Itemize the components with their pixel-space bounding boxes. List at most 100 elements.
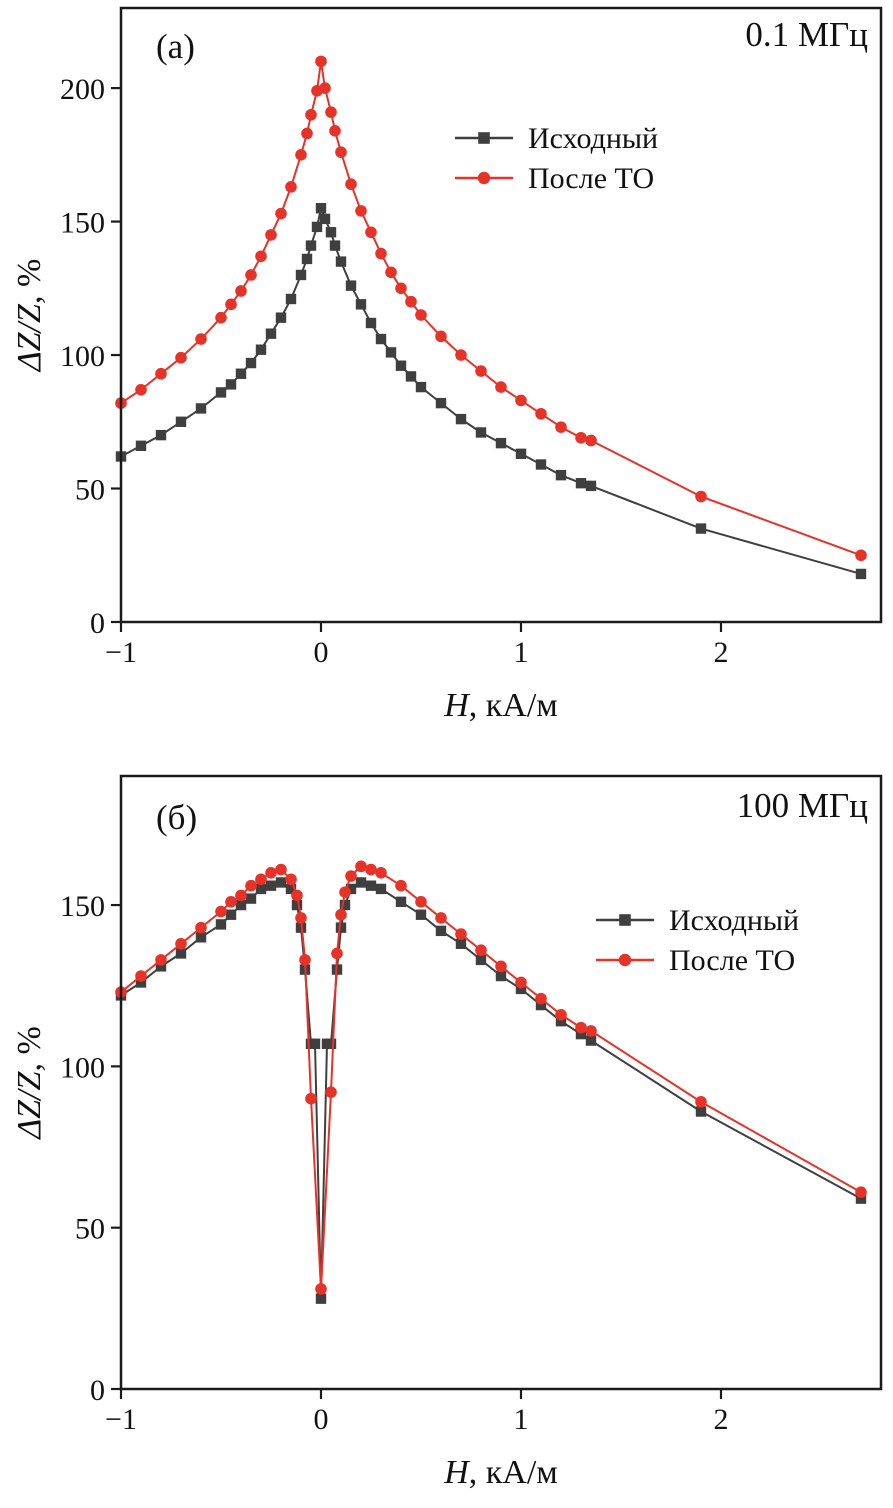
circle-marker [335, 908, 347, 921]
square-marker [375, 883, 387, 895]
circle-marker [325, 1086, 337, 1098]
square-marker [855, 568, 867, 580]
circle-marker [435, 330, 447, 343]
circle-marker [175, 937, 187, 950]
circle-marker [555, 1008, 567, 1021]
y-axis-label: ΔZ/Z, % [11, 259, 48, 374]
circle-marker [695, 1096, 707, 1108]
series-ishodny [115, 877, 867, 1304]
circle-marker [315, 55, 327, 68]
square-marker [475, 954, 487, 966]
square-marker [325, 1038, 337, 1049]
legend: Исходный После ТО [455, 122, 658, 195]
legend: Исходный После ТО [596, 904, 799, 977]
panel-label: (б) [156, 798, 197, 837]
circle-marker [495, 381, 507, 393]
circle-marker [295, 912, 307, 924]
plot-frame [119, 774, 883, 1391]
square-marker [255, 883, 267, 895]
square-marker [355, 299, 367, 310]
y-tick-label: 100 [60, 340, 105, 373]
circle-marker [335, 146, 347, 158]
circle-marker [245, 269, 257, 281]
square-marker [585, 1035, 597, 1046]
circle-marker [299, 954, 311, 966]
circle-marker [355, 860, 367, 873]
square-marker [225, 909, 237, 920]
y-tick-label: 50 [75, 474, 105, 507]
circle-marker [695, 490, 707, 503]
square-marker [375, 333, 387, 345]
circle-marker [585, 434, 597, 447]
square-marker [225, 379, 237, 390]
square-marker [135, 440, 147, 452]
plot-frame [119, 6, 883, 624]
frequency-label: 0.1 МГц [745, 15, 868, 54]
circle-marker [395, 282, 407, 295]
square-marker [695, 1106, 707, 1117]
circle-marker [365, 226, 377, 239]
square-marker [405, 371, 417, 382]
square-marker [311, 221, 323, 233]
circle-marker [135, 383, 147, 396]
y-tick-label: 100 [60, 1051, 105, 1084]
legend-square-marker [478, 132, 490, 144]
circle-marker [295, 149, 307, 161]
square-marker [395, 896, 407, 908]
circle-marker [475, 365, 487, 377]
circle-marker [345, 178, 357, 190]
square-marker [585, 480, 597, 492]
circle-marker [365, 863, 377, 876]
square-marker [575, 477, 587, 489]
square-marker [435, 925, 447, 937]
square-marker [215, 919, 227, 930]
square-marker [365, 880, 377, 891]
circle-marker [329, 125, 341, 137]
x-tick-label: 1 [514, 636, 529, 669]
panel-label: (а) [156, 27, 195, 66]
square-marker [535, 459, 547, 470]
circle-marker [195, 921, 207, 934]
square-marker [285, 293, 297, 305]
square-marker [309, 1038, 321, 1049]
circle-marker [291, 889, 303, 902]
legend-square-marker [619, 914, 631, 926]
circle-marker [265, 229, 277, 241]
circle-marker [475, 944, 487, 957]
square-marker [455, 938, 467, 949]
y-tick-label: 0 [90, 1374, 105, 1407]
square-marker [291, 899, 303, 911]
circle-marker [375, 247, 387, 260]
square-marker [455, 413, 467, 425]
circle-marker [345, 870, 357, 882]
circle-marker [855, 1186, 867, 1198]
legend-label: Исходный [528, 122, 658, 155]
square-marker [325, 227, 337, 238]
y-tick-label: 150 [60, 890, 105, 923]
square-marker [515, 448, 527, 460]
square-marker [329, 240, 341, 251]
x-tick-label: −1 [105, 636, 137, 669]
circle-marker [315, 1283, 327, 1295]
square-marker [245, 893, 257, 904]
square-marker [335, 922, 347, 933]
square-marker [535, 999, 547, 1011]
circle-marker [225, 896, 237, 908]
square-marker [245, 357, 257, 369]
square-marker [385, 347, 397, 358]
square-marker [345, 280, 357, 291]
circle-marker [575, 1021, 587, 1034]
square-marker [235, 368, 247, 379]
square-marker [495, 437, 507, 449]
square-marker [339, 899, 351, 911]
circle-marker [395, 879, 407, 892]
circle-marker [515, 976, 527, 989]
circle-marker [195, 333, 207, 345]
series-ishodny [115, 203, 867, 580]
circle-marker [155, 954, 167, 966]
legend-label: После ТО [528, 162, 654, 195]
circle-marker [405, 295, 417, 308]
square-marker [305, 240, 317, 251]
circle-marker [285, 873, 297, 886]
